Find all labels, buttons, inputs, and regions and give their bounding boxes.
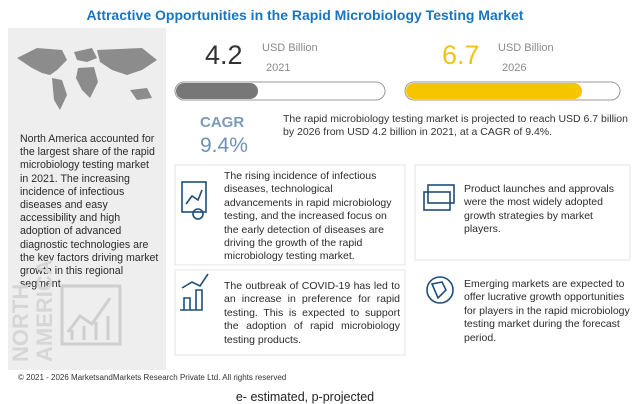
highlight-text: Emerging markets are expected to offer l… <box>464 278 630 344</box>
metric-year: 2026 <box>502 62 527 74</box>
highlight-text: Product launches and approvals were the … <box>464 183 615 236</box>
highlight-text: The outbreak of COVID-19 has led to an i… <box>224 280 400 346</box>
left-text: North America accounted for the largest … <box>20 133 159 291</box>
watermark: AMERICA <box>32 259 57 362</box>
title: Attractive Opportunities in the Rapid Mi… <box>86 7 524 23</box>
watermark: NORTH <box>8 283 33 362</box>
highlight-boxes <box>174 164 631 356</box>
summary: The rapid microbiology testing market is… <box>283 113 628 138</box>
cagr-label: CAGR <box>200 114 245 131</box>
metric-value: 6.7 <box>442 40 480 70</box>
bars <box>174 81 621 101</box>
metric-value: 4.2 <box>205 40 243 70</box>
caption: e- estimated, p-projected <box>235 390 375 404</box>
world-map <box>17 48 157 110</box>
highlight-text: The rising incidence of infectious disea… <box>224 170 392 263</box>
metric-year: 2021 <box>266 62 291 74</box>
cagr-value: 9.4% <box>200 134 248 157</box>
chart-icon <box>60 284 122 346</box>
metric-unit: USD Billion <box>262 42 318 54</box>
bar-fill <box>406 83 582 99</box>
footer: © 2021 - 2026 MarketsandMarkets Research… <box>18 373 287 382</box>
metric-unit: USD Billion <box>498 42 554 54</box>
bar-fill <box>176 83 258 99</box>
